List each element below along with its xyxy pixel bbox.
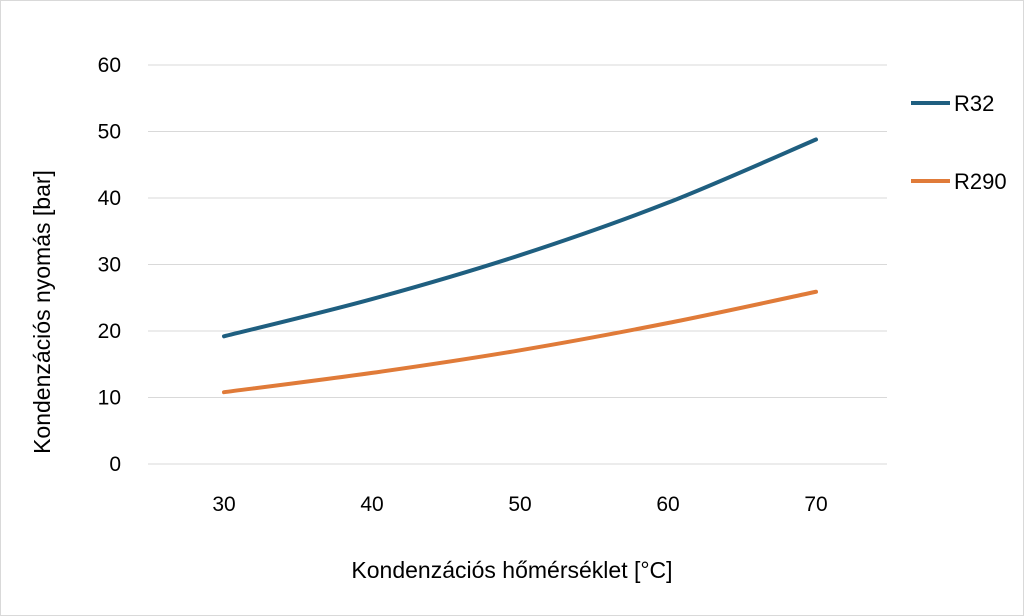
x-axis-title: Kondenzációs hőmérséklet [°C] xyxy=(351,557,672,583)
x-tick-label: 30 xyxy=(212,493,235,516)
legend-label-r290: R290 xyxy=(954,169,1007,194)
x-tick-label: 60 xyxy=(656,493,679,516)
y-tick-label: 20 xyxy=(98,320,121,343)
y-tick-labels: 0 10 20 30 40 50 60 xyxy=(98,54,121,476)
series-line-r290 xyxy=(222,289,818,395)
series-lines xyxy=(222,137,818,395)
y-tick-label: 50 xyxy=(98,121,121,144)
x-tick-label: 50 xyxy=(508,493,531,516)
x-tick-labels: 30 40 50 60 70 xyxy=(212,493,827,516)
y-tick-label: 60 xyxy=(98,54,121,77)
legend: R32 R290 xyxy=(911,91,1007,194)
series-line-r32 xyxy=(222,137,818,339)
legend-label-r32: R32 xyxy=(954,91,994,116)
y-tick-label: 30 xyxy=(98,254,121,277)
y-axis-title: Kondenzációs nyomás [bar] xyxy=(29,170,55,454)
x-tick-label: 70 xyxy=(804,493,827,516)
x-tick-label: 40 xyxy=(360,493,383,516)
y-tick-label: 0 xyxy=(109,453,121,476)
y-tick-label: 40 xyxy=(98,187,121,210)
gridlines xyxy=(148,64,887,465)
y-tick-label: 10 xyxy=(98,387,121,410)
